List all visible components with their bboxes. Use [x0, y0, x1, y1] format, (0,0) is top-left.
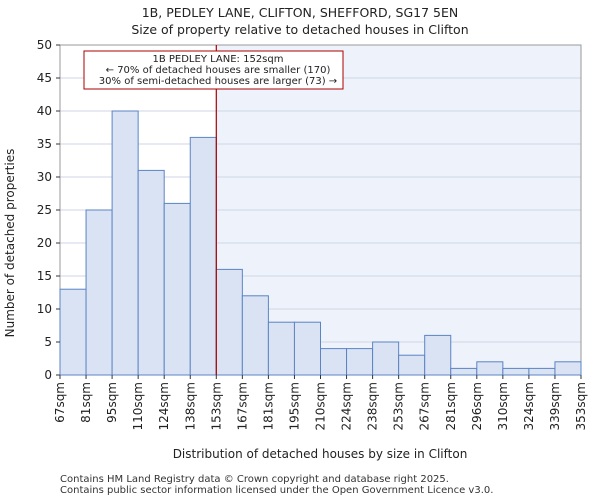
- x-tick-label: 153sqm: [209, 382, 223, 430]
- y-axis-ticks: 0 5 10 15 20 25 30 35 40 45 50: [37, 38, 60, 382]
- bar: [502, 367, 530, 376]
- x-axis-label: Distribution of detached houses by size …: [173, 447, 468, 461]
- y-tick-label: 35: [37, 137, 52, 151]
- y-tick-label: 50: [37, 38, 52, 52]
- x-tick-label: 353sqm: [574, 382, 588, 430]
- bar: [424, 334, 452, 376]
- y-tick-label: 45: [37, 71, 52, 85]
- bar: [59, 288, 87, 376]
- x-tick-label: 281sqm: [444, 382, 458, 430]
- x-tick-label: 210sqm: [314, 382, 328, 430]
- y-tick-label: 40: [37, 104, 52, 118]
- y-tick-label: 30: [37, 170, 52, 184]
- x-tick-label: 124sqm: [157, 382, 171, 430]
- x-tick-label: 95sqm: [105, 382, 119, 423]
- x-tick-label: 267sqm: [418, 382, 432, 430]
- y-tick-label: 20: [37, 236, 52, 250]
- x-tick-label: 181sqm: [261, 382, 275, 430]
- bar: [241, 295, 269, 376]
- bar: [398, 354, 426, 376]
- bar: [267, 321, 295, 376]
- y-tick-label: 25: [37, 203, 52, 217]
- x-axis-ticks: 67sqm 81sqm 95sqm 110sqm 124sqm 138sqm 153sqm 1…: [53, 375, 588, 430]
- footer-credit-line2: Contains public sector information licen…: [60, 485, 494, 496]
- x-tick-label: 310sqm: [496, 382, 510, 430]
- bar: [554, 361, 582, 376]
- footer-credit-line1: Contains HM Land Registry data © Crown c…: [60, 474, 449, 485]
- x-tick-label: 224sqm: [340, 382, 354, 430]
- bar: [293, 321, 322, 376]
- bar: [85, 209, 113, 376]
- chart-title-line2: Size of property relative to detached ho…: [131, 22, 468, 37]
- bar: [528, 367, 556, 376]
- bar: [137, 169, 165, 376]
- bar: [320, 348, 348, 376]
- bars-group: [59, 110, 582, 376]
- annotation-box: 1B PEDLEY LANE: 152sqm ← 70% of detached…: [83, 50, 344, 90]
- x-tick-label: 67sqm: [53, 382, 67, 423]
- x-tick-label: 324sqm: [522, 382, 536, 430]
- y-tick-label: 15: [37, 269, 52, 283]
- y-axis-label: Number of detached properties: [3, 149, 17, 338]
- annotation-line2: ← 70% of detached houses are smaller (17…: [106, 65, 331, 76]
- x-tick-label: 167sqm: [235, 382, 249, 430]
- x-tick-label: 339sqm: [548, 382, 562, 430]
- annotation-line3: 30% of semi-detached houses are larger (…: [99, 76, 337, 87]
- y-tick-label: 10: [37, 302, 52, 316]
- x-tick-label: 110sqm: [131, 382, 145, 430]
- x-tick-label: 253sqm: [392, 382, 406, 430]
- x-tick-label: 81sqm: [79, 382, 93, 423]
- y-tick-label: 5: [44, 335, 52, 349]
- bar: [450, 367, 478, 376]
- bar: [476, 361, 504, 376]
- x-tick-label: 195sqm: [287, 382, 301, 430]
- x-tick-label: 296sqm: [470, 382, 484, 430]
- bar: [215, 268, 243, 376]
- y-tick-label: 0: [44, 368, 52, 382]
- x-tick-label: 238sqm: [366, 382, 380, 430]
- x-tick-label: 138sqm: [183, 382, 197, 430]
- annotation-line1: 1B PEDLEY LANE: 152sqm: [152, 54, 283, 65]
- bar: [163, 202, 191, 376]
- bar: [372, 341, 400, 376]
- bar: [189, 136, 217, 376]
- bar: [346, 348, 374, 376]
- chart-title-line1: 1B, PEDLEY LANE, CLIFTON, SHEFFORD, SG17…: [142, 5, 459, 20]
- bar: [111, 110, 139, 376]
